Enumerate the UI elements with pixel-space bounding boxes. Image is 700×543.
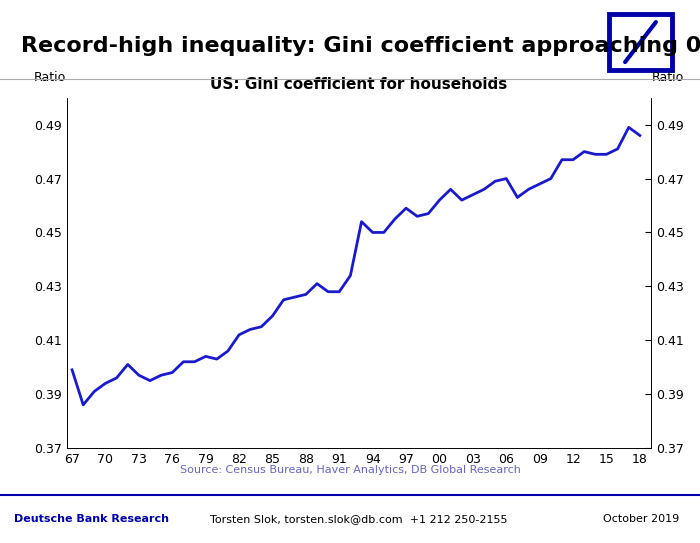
Text: Ratio: Ratio bbox=[652, 71, 684, 84]
Text: Ratio: Ratio bbox=[34, 71, 66, 84]
Text: Record-high inequality: Gini coefficient approaching 0.5: Record-high inequality: Gini coefficient… bbox=[21, 36, 700, 56]
Title: US: Gini coefficient for households: US: Gini coefficient for households bbox=[210, 78, 508, 92]
Text: Deutsche Bank Research: Deutsche Bank Research bbox=[14, 514, 169, 524]
Text: October 2019: October 2019 bbox=[603, 514, 679, 524]
Text: Torsten Slok, torsten.slok@db.com  +1 212 250-2155: Torsten Slok, torsten.slok@db.com +1 212… bbox=[210, 514, 508, 524]
Text: Source: Census Bureau, Haver Analytics, DB Global Research: Source: Census Bureau, Haver Analytics, … bbox=[180, 465, 520, 475]
FancyBboxPatch shape bbox=[609, 14, 672, 70]
